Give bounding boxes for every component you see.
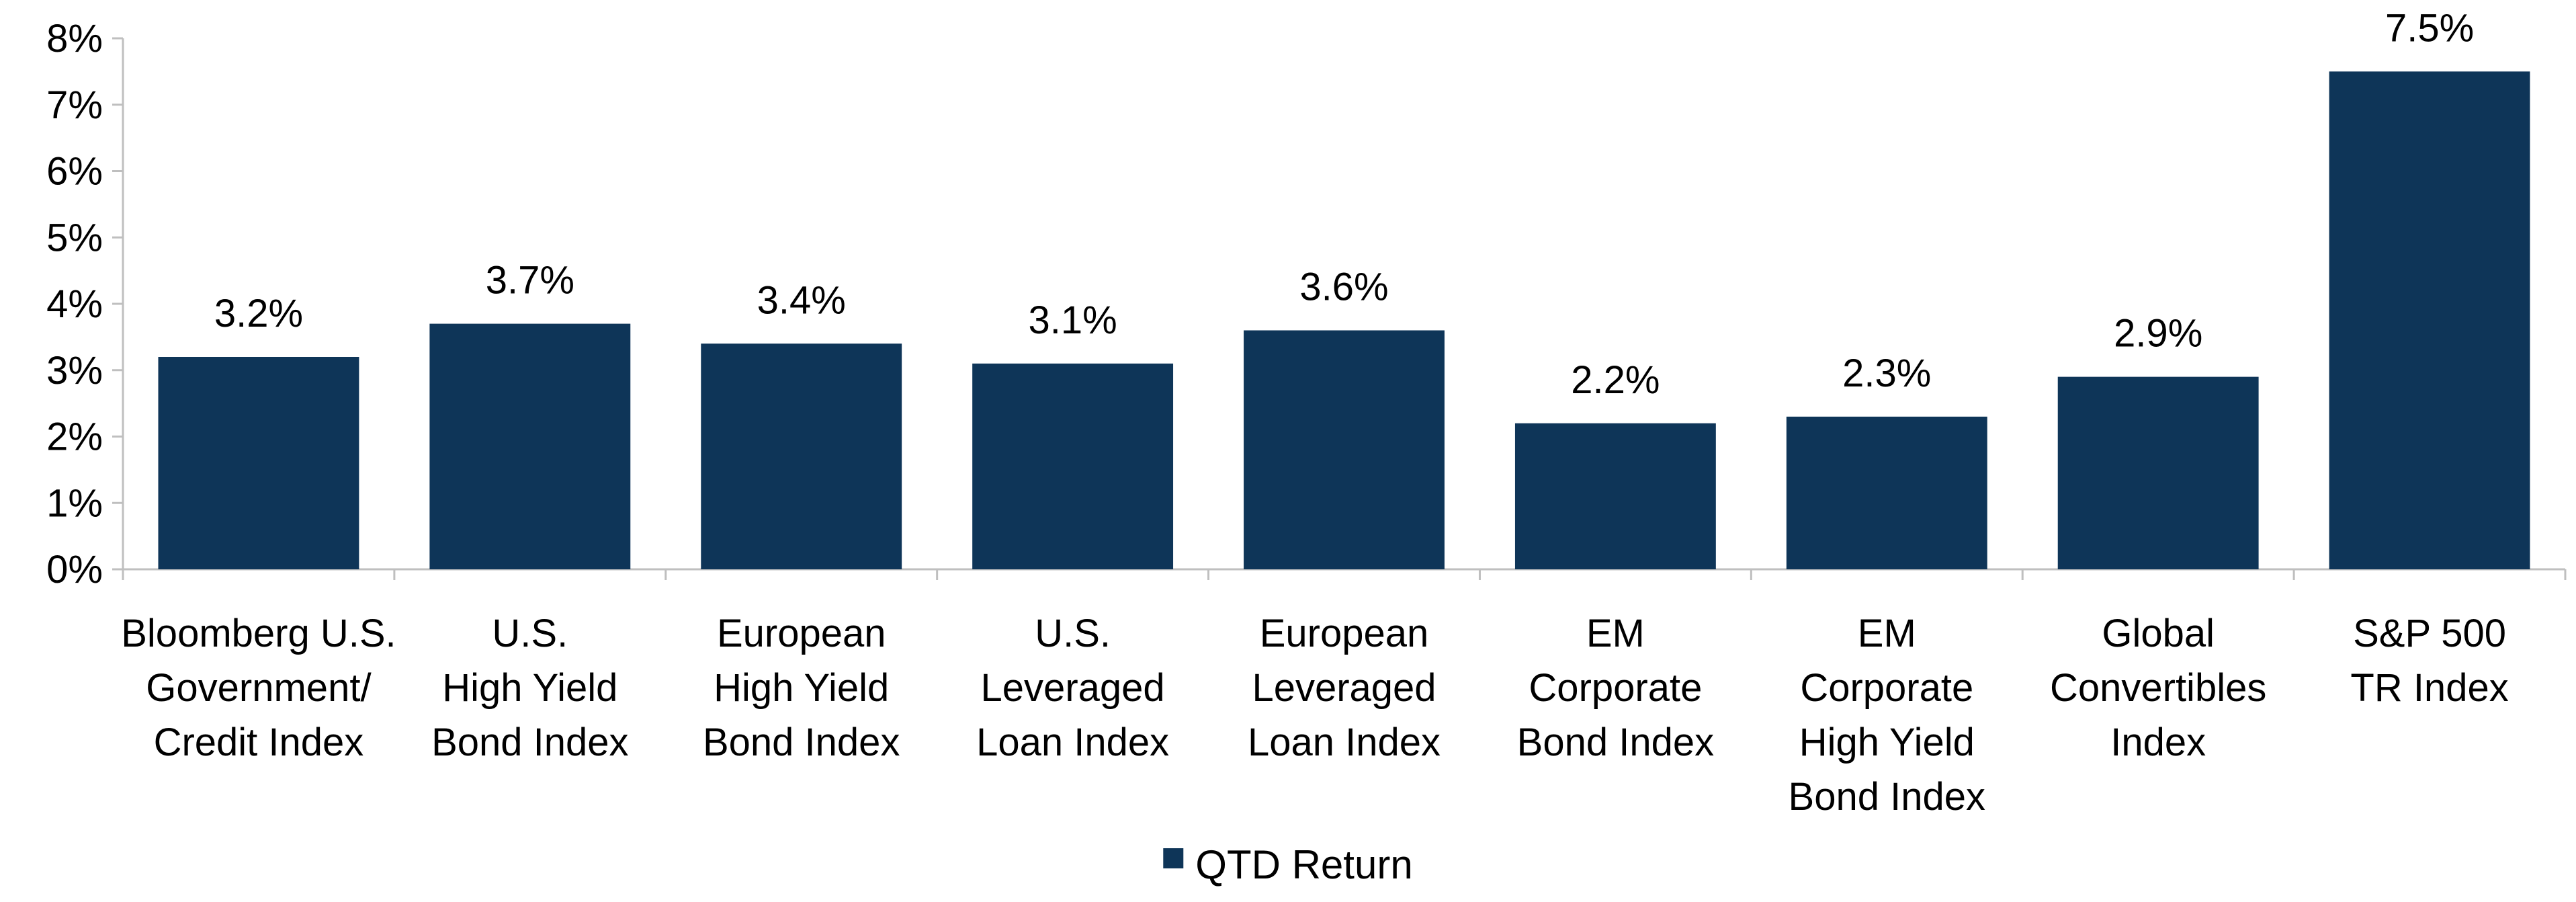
- bar: [158, 357, 359, 569]
- y-tick-label: 7%: [46, 83, 103, 127]
- x-category-label: High Yield: [442, 666, 617, 710]
- bar: [2057, 376, 2259, 569]
- y-tick-label: 4%: [46, 282, 103, 326]
- bar: [429, 323, 631, 569]
- bar: [1514, 423, 1716, 569]
- x-category-label: U.S.: [492, 612, 568, 655]
- x-category-label: EM: [1586, 612, 1645, 655]
- x-category-label: Convertibles: [2050, 666, 2266, 710]
- data-label: 2.2%: [1571, 358, 1660, 402]
- bar: [972, 363, 1174, 569]
- x-category-label: High Yield: [1799, 721, 1975, 764]
- data-label: 2.3%: [1842, 352, 1931, 395]
- x-category-label: Bond Index: [431, 721, 628, 764]
- x-category-label: Index: [2110, 721, 2206, 764]
- data-label: 7.5%: [2385, 6, 2474, 50]
- bar: [1786, 416, 1987, 569]
- x-category-label: Leveraged: [981, 666, 1165, 710]
- bar: [1244, 330, 1445, 569]
- x-category-label: Loan Index: [1248, 721, 1441, 764]
- x-category-label: Leveraged: [1252, 666, 1436, 710]
- x-category-label: European: [717, 612, 886, 655]
- bar: [701, 343, 902, 569]
- x-category-label: Loan Index: [976, 721, 1169, 764]
- data-label: 3.1%: [1029, 298, 1117, 342]
- x-category-label: Bloomberg U.S.: [121, 612, 396, 655]
- y-tick-label: 3%: [46, 349, 103, 393]
- x-category-label: TR Index: [2350, 666, 2508, 710]
- x-category-label: Bond Index: [1517, 721, 1714, 764]
- data-label: 3.2%: [214, 292, 303, 335]
- x-category-label: U.S.: [1035, 612, 1111, 655]
- data-label: 3.7%: [486, 259, 574, 302]
- y-tick-label: 1%: [46, 481, 103, 525]
- x-category-label: Corporate: [1529, 666, 1702, 710]
- y-tick-label: 0%: [46, 548, 103, 591]
- legend-label: QTD Return: [1195, 842, 1412, 887]
- bar: [2329, 71, 2530, 569]
- y-tick-label: 6%: [46, 150, 103, 194]
- data-label: 3.6%: [1299, 265, 1388, 309]
- x-category-label: Government/: [146, 666, 372, 710]
- x-category-label: Bond Index: [703, 721, 900, 764]
- x-category-label: Credit Index: [154, 721, 364, 764]
- x-category-label: Corporate: [1800, 666, 1973, 710]
- x-category-label: Global: [2102, 612, 2215, 655]
- y-tick-label: 5%: [46, 216, 103, 259]
- x-category-label: High Yield: [714, 666, 889, 710]
- x-category-label: EM: [1858, 612, 1916, 655]
- data-label: 3.4%: [757, 278, 846, 322]
- data-label: 2.9%: [2114, 312, 2202, 356]
- x-category-label: Bond Index: [1789, 775, 1985, 819]
- y-tick-label: 8%: [46, 17, 103, 60]
- x-category-label: European: [1260, 612, 1429, 655]
- y-tick-label: 2%: [46, 415, 103, 459]
- legend-swatch: [1163, 848, 1184, 868]
- x-category-label: S&P 500: [2353, 612, 2506, 655]
